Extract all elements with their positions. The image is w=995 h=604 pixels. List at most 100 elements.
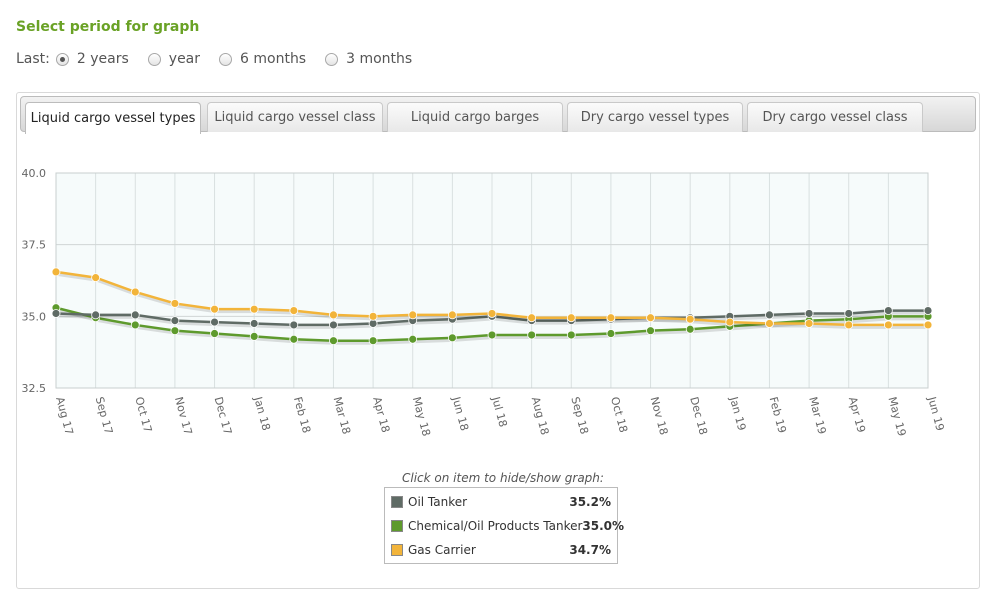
legend-item-value: 35.0% <box>582 519 625 533</box>
y-tick-label: 35.0 <box>22 310 47 323</box>
x-tick-label: Jan 19 <box>727 394 749 432</box>
period-radio-6-months[interactable] <box>219 52 233 66</box>
data-point <box>249 331 259 341</box>
x-tick-label: May 18 <box>410 395 433 437</box>
x-tick-label: Feb 18 <box>291 395 313 434</box>
tab-liquid-cargo-vessel-class[interactable]: Liquid cargo vessel class <box>207 102 383 132</box>
data-point <box>923 320 933 330</box>
data-point <box>170 326 180 336</box>
legend-item-name: Chemical/Oil Products Tanker <box>408 519 583 533</box>
data-point <box>249 319 259 328</box>
data-point <box>130 320 140 330</box>
legend-item-value: 34.7% <box>569 543 611 557</box>
legend-item-name: Gas Carrier <box>408 543 476 557</box>
period-option-2-years[interactable]: 2 years <box>55 51 129 67</box>
legend-swatch <box>391 544 403 556</box>
data-point <box>646 313 655 323</box>
tab-liquid-cargo-vessel-types[interactable]: Liquid cargo vessel types <box>25 102 201 134</box>
data-point <box>91 310 101 320</box>
x-tick-label: Aug 18 <box>529 395 552 436</box>
x-tick-label: Apr 18 <box>370 395 392 434</box>
data-point <box>606 313 616 323</box>
data-point <box>646 326 655 336</box>
period-radio-3-months[interactable] <box>325 52 339 66</box>
x-tick-label: Jun 18 <box>449 394 471 432</box>
data-point <box>923 306 933 316</box>
period-option-3-months[interactable]: 3 months <box>325 51 412 67</box>
data-point <box>606 329 616 338</box>
data-point <box>329 336 338 346</box>
period-option-6-months[interactable]: 6 months <box>219 51 306 67</box>
x-tick-label: Aug 17 <box>53 395 76 436</box>
x-tick-label: Nov 17 <box>172 395 195 436</box>
x-tick-label: Jun 19 <box>925 394 947 432</box>
legend-swatch <box>391 520 403 532</box>
x-tick-label: Apr 19 <box>846 395 868 434</box>
data-point <box>566 313 576 323</box>
data-point <box>527 330 537 340</box>
data-point <box>804 309 814 318</box>
x-tick-label: Sep 17 <box>93 395 115 435</box>
data-point <box>329 320 338 330</box>
data-point <box>804 319 814 328</box>
data-point <box>289 320 299 330</box>
tab-bar: Liquid cargo vessel types Liquid cargo v… <box>20 96 976 134</box>
period-option-year[interactable]: year <box>147 51 200 67</box>
data-point <box>249 304 259 314</box>
period-label: Last: <box>16 51 50 67</box>
data-point <box>130 310 140 320</box>
x-tick-label: Jan 18 <box>251 394 273 432</box>
data-point <box>844 320 854 330</box>
plot-border <box>55 172 929 389</box>
data-point <box>725 317 735 327</box>
x-tick-label: Nov 18 <box>648 395 671 436</box>
legend-item-value: 35.2% <box>569 495 611 509</box>
data-point <box>487 330 497 340</box>
data-point <box>51 309 61 318</box>
data-point <box>289 306 299 316</box>
period-radio-year[interactable] <box>147 52 161 66</box>
data-point <box>408 310 418 320</box>
x-tick-label: Oct 18 <box>608 395 630 434</box>
y-tick-label: 37.5 <box>22 239 47 252</box>
legend-item-gas-carrier[interactable]: Gas Carrier 34.7% <box>385 538 617 562</box>
period-heading: Select period for graph <box>16 19 200 35</box>
data-point <box>130 287 140 297</box>
legend: Oil Tanker 35.2% Chemical/Oil Products T… <box>384 487 624 564</box>
legend-item-oil-tanker[interactable]: Oil Tanker 35.2% <box>385 490 617 514</box>
data-point <box>685 314 695 324</box>
tab-dry-cargo-vessel-class[interactable]: Dry cargo vessel class <box>747 102 923 132</box>
data-point <box>765 319 774 328</box>
data-point <box>170 299 180 308</box>
period-radio-2-years[interactable] <box>55 52 69 66</box>
tab-dry-cargo-vessel-types[interactable]: Dry cargo vessel types <box>567 102 743 132</box>
legend-caption: Click on item to hide/show graph: <box>402 471 604 485</box>
data-point <box>447 310 457 320</box>
data-point <box>210 329 219 338</box>
x-tick-label: Feb 19 <box>767 395 789 434</box>
data-point <box>883 320 893 330</box>
x-tick-label: Jul 18 <box>489 394 510 428</box>
data-point <box>487 309 497 318</box>
y-tick-label: 32.5 <box>22 382 47 395</box>
data-point <box>883 306 893 316</box>
legend-item-name: Oil Tanker <box>408 495 468 509</box>
data-point <box>170 316 180 326</box>
x-tick-label: Mar 18 <box>331 395 353 435</box>
legend-item-chemical-oil-products-tanker[interactable]: Chemical/Oil Products Tanker 35.0% <box>385 514 624 538</box>
legend-swatch <box>391 496 403 508</box>
data-point <box>447 333 457 343</box>
x-tick-label: Sep 18 <box>568 395 590 435</box>
x-tick-label: Mar 19 <box>806 395 828 435</box>
data-point <box>765 310 774 320</box>
period-option-label: 2 years <box>76 51 129 67</box>
tab-liquid-cargo-barges[interactable]: Liquid cargo barges <box>387 102 563 132</box>
data-point <box>408 334 418 344</box>
x-tick-label: Dec 18 <box>687 395 710 436</box>
data-point <box>685 324 695 334</box>
data-point <box>51 267 61 277</box>
data-point <box>566 330 576 340</box>
data-point <box>210 317 219 327</box>
data-point <box>289 334 299 344</box>
